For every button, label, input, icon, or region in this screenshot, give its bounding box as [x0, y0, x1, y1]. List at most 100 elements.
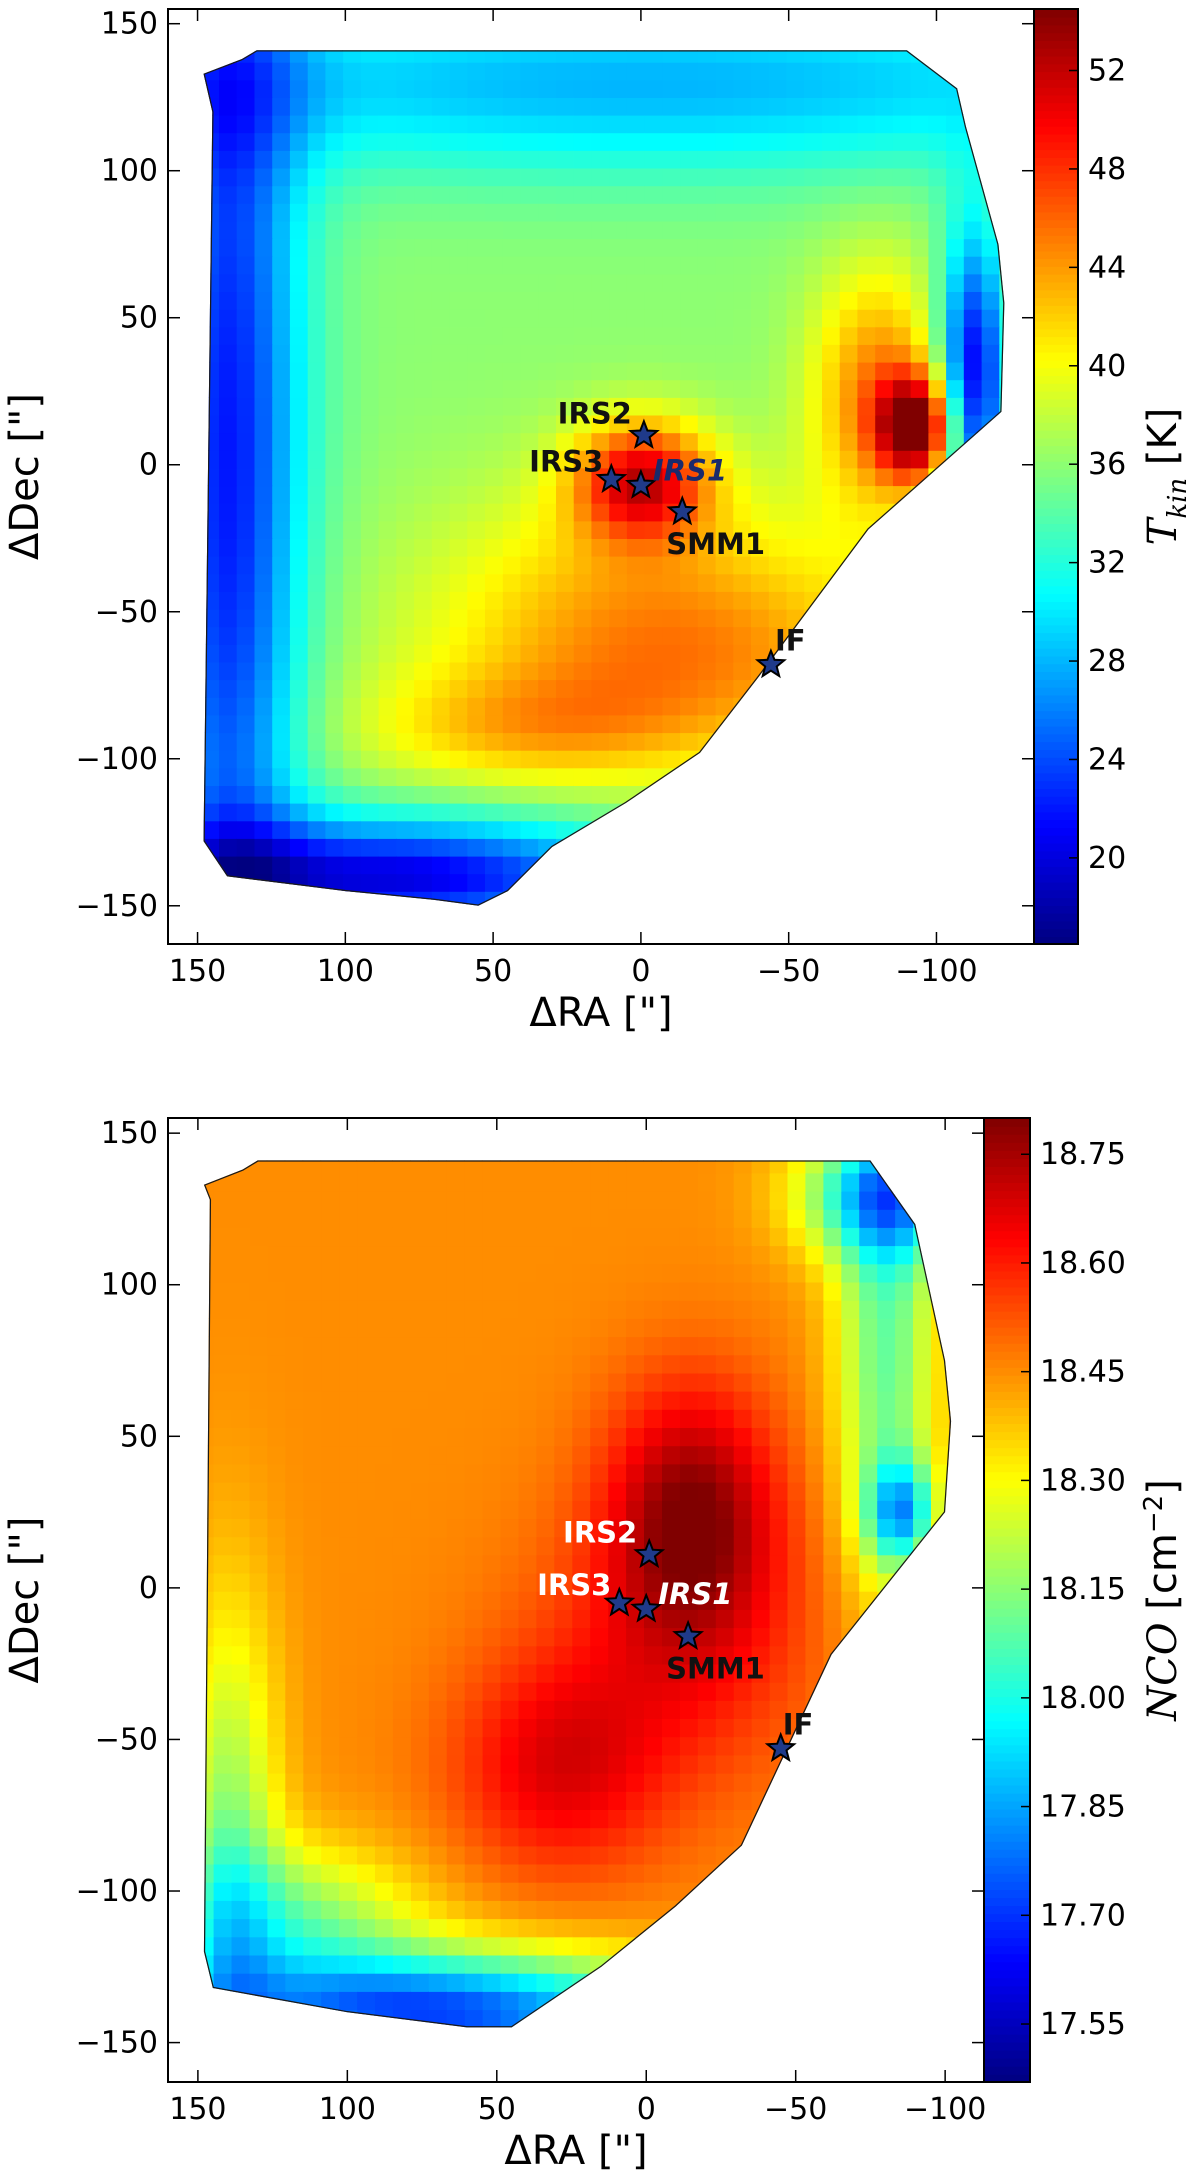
- heatmap-cell: [858, 1991, 878, 2011]
- heatmap-cell: [948, 2046, 967, 2065]
- heatmap-cell: [679, 361, 698, 381]
- heatmap-cell: [535, 1736, 555, 1756]
- heatmap-cell: [203, 697, 219, 716]
- heatmap-cell: [306, 256, 326, 275]
- heatmap-cell: [966, 1464, 985, 1483]
- heatmap-cell: [661, 114, 681, 134]
- heatmap-cell: [360, 167, 379, 187]
- heatmap-cell: [803, 503, 822, 522]
- heatmap-cell: [535, 1372, 555, 1392]
- heatmap-cell: [697, 767, 716, 786]
- heatmap-cell: [446, 1445, 465, 1465]
- heatmap-cell: [271, 661, 290, 681]
- heatmap-cell: [892, 838, 911, 857]
- heatmap-cell: [395, 97, 415, 116]
- heatmap-cell: [230, 1663, 250, 1683]
- colorbar-segment: [1034, 873, 1078, 883]
- colorbar-tick-label: 48: [1088, 152, 1126, 187]
- heatmap-cell: [786, 1972, 806, 1992]
- heatmap-cell: [876, 1954, 896, 1974]
- heatmap-cell: [448, 873, 468, 892]
- heatmap-cell: [248, 1718, 268, 1738]
- heatmap-cell: [324, 167, 344, 187]
- heatmap-cell: [948, 1772, 952, 1792]
- heatmap-cell: [966, 1264, 985, 1283]
- heatmap-cell: [589, 1718, 609, 1738]
- colorbar-segment: [1034, 679, 1078, 688]
- heatmap-cell: [484, 661, 503, 681]
- heatmap-cell: [484, 27, 503, 45]
- heatmap-cell: [803, 749, 822, 769]
- heatmap-cell: [948, 1245, 952, 1265]
- heatmap-cell: [589, 1972, 609, 1992]
- heatmap-cell: [966, 1373, 985, 1392]
- heatmap-cell: [643, 1427, 662, 1447]
- heatmap-cell: [786, 1263, 806, 1283]
- heatmap-cell: [248, 1754, 268, 1774]
- heatmap-cell: [342, 50, 361, 63]
- heatmap-cell: [356, 1336, 375, 1356]
- heatmap-cell: [963, 555, 982, 575]
- heatmap-cell: [930, 1227, 949, 1247]
- heatmap-cell: [750, 749, 769, 769]
- heatmap-cell: [537, 644, 556, 663]
- heatmap-cell: [945, 573, 964, 592]
- heatmap-cell: [410, 2027, 429, 2046]
- heatmap-cell: [218, 503, 237, 522]
- heatmap-cell: [446, 1263, 465, 1283]
- heatmap-cell: [876, 1645, 896, 1665]
- heatmap-cell: [183, 503, 202, 521]
- heatmap-cell: [894, 1245, 913, 1265]
- heatmap-cell: [750, 1500, 770, 1519]
- heatmap-cell: [715, 1881, 734, 1901]
- heatmap-cell: [714, 802, 734, 822]
- heatmap-cell: [230, 1609, 250, 1629]
- heatmap-cell: [838, 203, 858, 222]
- heatmap-cell: [981, 909, 1000, 927]
- heatmap-cell: [467, 926, 486, 944]
- colorbar-segment: [1034, 725, 1078, 735]
- heatmap-cell: [571, 1845, 591, 1865]
- heatmap-cell: [324, 432, 344, 451]
- heatmap-cell: [289, 185, 308, 204]
- heatmap-cell: [679, 414, 698, 434]
- heatmap-cell: [572, 2046, 591, 2065]
- heatmap-cell: [572, 61, 592, 81]
- heatmap-cell: [910, 909, 929, 927]
- heatmap-cell: [484, 397, 503, 416]
- heatmap-cell: [998, 220, 1005, 240]
- heatmap-cell: [431, 27, 450, 45]
- heatmap-cell: [218, 344, 237, 363]
- heatmap-cell: [697, 1281, 716, 1301]
- heatmap-cell: [874, 785, 893, 804]
- heatmap-cell: [768, 1681, 788, 1701]
- heatmap-cell: [248, 1318, 268, 1338]
- heatmap-cell: [481, 1409, 501, 1428]
- heatmap-cell: [912, 1318, 931, 1338]
- heatmap-cell: [183, 362, 202, 380]
- heatmap-cell: [253, 608, 273, 628]
- colorbar-segment: [1034, 468, 1078, 478]
- heatmap-cell: [732, 1518, 752, 1538]
- heatmap-cell: [786, 1845, 806, 1865]
- heatmap-cell: [572, 785, 592, 804]
- heatmap-cell: [874, 344, 893, 363]
- heatmap-cell: [661, 344, 681, 363]
- heatmap-cell: [966, 1391, 985, 1410]
- heatmap-cell: [838, 838, 858, 857]
- heatmap-cell: [572, 591, 592, 610]
- heatmap-cell: [750, 1372, 770, 1392]
- heatmap-cell: [697, 1809, 716, 1829]
- heatmap-cell: [374, 1809, 393, 1829]
- heatmap-cell: [822, 1791, 842, 1810]
- heatmap-cell: [768, 1900, 788, 1920]
- heatmap-cell: [732, 1554, 752, 1574]
- heatmap-cell: [360, 450, 379, 469]
- heatmap-cell: [590, 1136, 609, 1155]
- heatmap-cell: [289, 344, 308, 363]
- heatmap-cell: [320, 1445, 340, 1465]
- heatmap-cell: [484, 485, 503, 504]
- heatmap-cell: [750, 1590, 770, 1610]
- heatmap-cell: [912, 1136, 931, 1155]
- heatmap-cell: [643, 503, 663, 522]
